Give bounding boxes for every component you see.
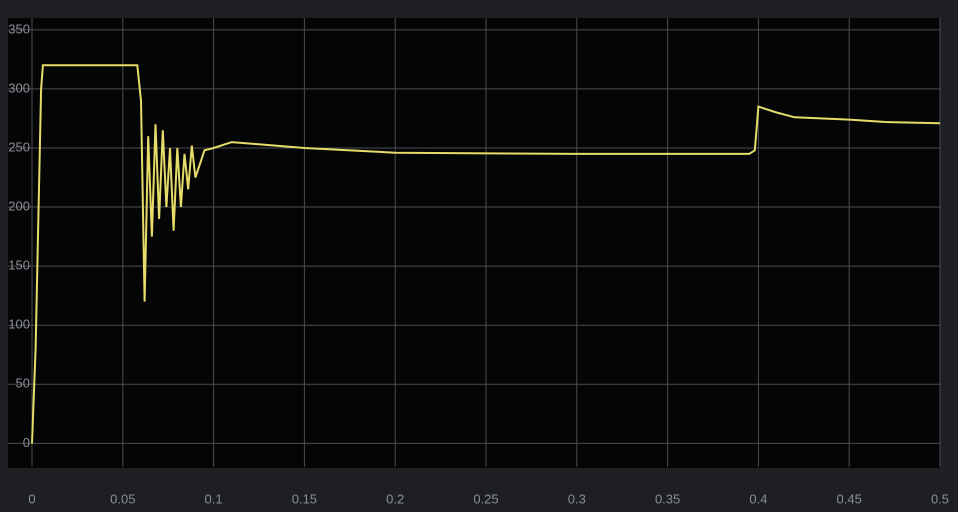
plot-area bbox=[8, 18, 940, 468]
y-tick-label: 350 bbox=[8, 21, 30, 36]
x-tick-label: 0.4 bbox=[749, 491, 767, 506]
x-tick-label: 0.35 bbox=[655, 491, 680, 506]
x-tick-label: 0 bbox=[28, 491, 35, 506]
y-tick-label: 0 bbox=[23, 435, 30, 450]
x-tick-label: 0.15 bbox=[292, 491, 317, 506]
x-tick-label: 0.1 bbox=[205, 491, 223, 506]
y-tick-label: 100 bbox=[8, 317, 30, 332]
y-tick-label: 150 bbox=[8, 258, 30, 273]
y-tick-label: 200 bbox=[8, 198, 30, 213]
y-tick-label: 250 bbox=[8, 139, 30, 154]
x-tick-label: 0.5 bbox=[931, 491, 949, 506]
x-tick-label: 0.3 bbox=[568, 491, 586, 506]
x-tick-label: 0.25 bbox=[473, 491, 498, 506]
scope: 0 50 100 150 200 250 300 350 0 0.05 0.1 0.15 0.2 0.25… bbox=[0, 0, 958, 512]
y-tick-label: 50 bbox=[16, 376, 30, 391]
x-tick-label: 0.2 bbox=[386, 491, 404, 506]
x-tick-label: 0.45 bbox=[837, 491, 862, 506]
x-tick-label: 0.05 bbox=[110, 491, 135, 506]
y-tick-label: 300 bbox=[8, 80, 30, 95]
